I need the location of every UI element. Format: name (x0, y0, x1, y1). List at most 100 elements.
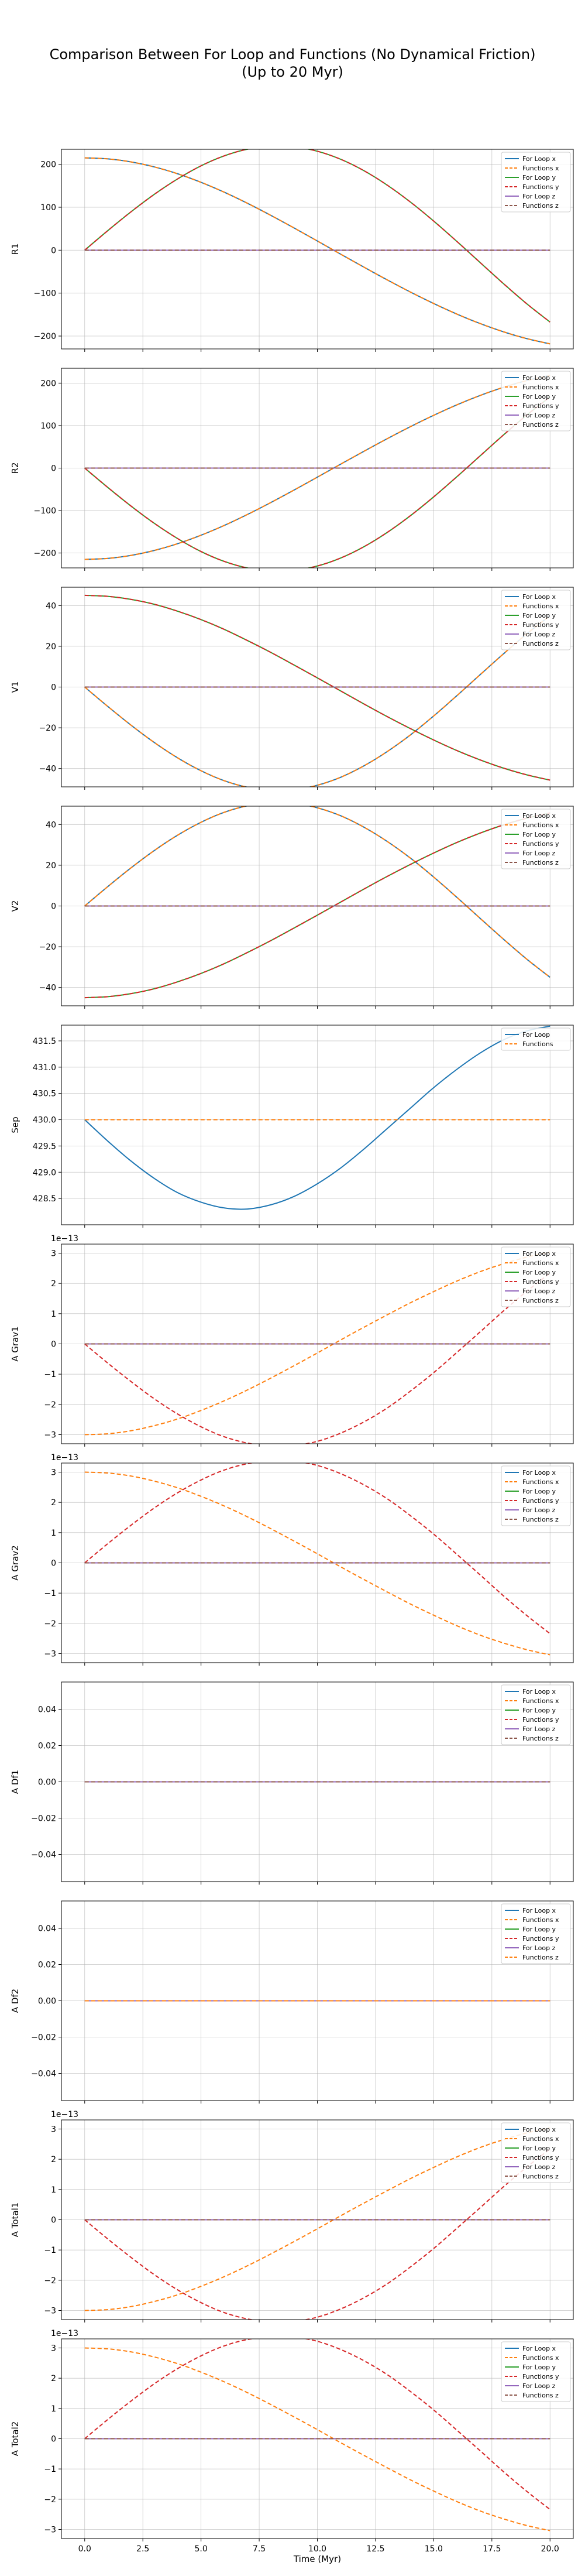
y-tick-label: −100 (34, 506, 56, 516)
y-tick-label: 430.0 (33, 1116, 56, 1125)
figure-title-line1: Comparison Between For Loop and Function… (49, 46, 536, 63)
legend-label: Functions z (522, 640, 559, 648)
legend-label: For Loop x (522, 1250, 556, 1258)
legend-label: For Loop y (522, 2145, 556, 2152)
subplot-9: −0.04 −0.02 0.00 0.02 0.04 A Df2 For Loop x Fun… (10, 1900, 574, 2104)
y-tick-label: 2 (51, 1279, 56, 1289)
subplot-8: −0.04 −0.02 0.00 0.02 0.04 A Df1 For Loop x Fun… (10, 1681, 574, 1885)
legend-frame (501, 2122, 571, 2183)
legend-label: Functions (522, 1040, 553, 1048)
y-tick-label: 1 (51, 1529, 56, 1538)
series-line-functions-x (84, 375, 550, 560)
legend-label: For Loop z (522, 2163, 556, 2171)
x-tick-label: 2.5 (136, 2544, 149, 2554)
y-tick-label: −2 (44, 2276, 56, 2286)
legend-label: Functions z (522, 1516, 559, 1523)
y-axis-label: A Total1 (10, 2202, 20, 2238)
y-tick-label: 0 (51, 464, 56, 474)
y-tick-label: 0.00 (38, 1997, 56, 2006)
legend-label: Functions z (522, 421, 559, 429)
legend-label: Functions z (522, 859, 559, 866)
series-line-functions-y (84, 1272, 550, 1444)
legend-frame (501, 1684, 571, 1745)
legend-frame (501, 1246, 571, 1307)
legend-label: For Loop y (522, 1707, 556, 1714)
legend-label: Functions y (522, 1716, 559, 1724)
legend-label: Functions x (522, 1697, 559, 1705)
y-tick-label: 0.00 (38, 1778, 56, 1787)
axis-offset-label: 1e−13 (51, 1453, 78, 1462)
legend-label: For Loop z (522, 849, 556, 857)
y-tick-label: −2 (44, 1619, 56, 1629)
legend-label: For Loop x (522, 812, 556, 820)
y-tick-label: 1 (51, 2404, 56, 2414)
y-tick-label: 0 (51, 1559, 56, 1568)
legend-label: For Loop z (522, 2382, 556, 2390)
y-tick-label: −1 (44, 1589, 56, 1598)
y-tick-label: 2 (51, 2155, 56, 2164)
figure-title: Comparison Between For Loop and Function… (0, 46, 585, 81)
y-tick-label: 2 (51, 1498, 56, 1508)
legend-label: For Loop z (522, 412, 556, 419)
series-line-functions-x (84, 806, 550, 978)
legend-label: For Loop z (522, 1725, 556, 1733)
legend-frame (501, 1027, 571, 1051)
subplot-11: −3 −2 −1 0 1 2 3 0.0 2.5 5.0 7.5 10.0 12.5 15.0 17.5 20… (10, 2329, 574, 2554)
y-tick-label: 0.02 (38, 1742, 56, 1751)
x-axis-label: Time (Myr) (293, 2554, 341, 2564)
series-line-functions-x (84, 2347, 550, 2532)
y-tick-label: 40 (46, 820, 56, 830)
legend-label: Functions z (522, 202, 559, 210)
series-line-functions-y (84, 594, 550, 781)
legend-label: Functions x (522, 383, 559, 391)
series-line-functions-y (84, 2339, 550, 2510)
y-axis-label: V1 (10, 681, 20, 693)
legend-label: For Loop x (522, 155, 556, 163)
y-tick-label: −1 (44, 1370, 56, 1379)
legend-label: For Loop z (522, 1287, 556, 1295)
legend-label: Functions y (522, 2154, 559, 2161)
y-tick-label: −2 (44, 2495, 56, 2505)
legend-label: Functions y (522, 621, 559, 629)
legend-label: For Loop y (522, 174, 556, 181)
legend-label: Functions z (522, 1297, 559, 1304)
legend-label: Functions x (522, 821, 559, 829)
y-axis-label: A Grav2 (10, 1545, 20, 1580)
y-tick-label: 0 (51, 902, 56, 912)
legend-frame (501, 809, 571, 869)
y-tick-label: 2 (51, 2374, 56, 2383)
y-tick-label: 0 (51, 1340, 56, 1349)
y-tick-label: −2 (44, 1400, 56, 1410)
series-line-functions-y (84, 2148, 550, 2320)
y-tick-label: −1 (44, 2246, 56, 2255)
legend-label: For Loop x (522, 2126, 556, 2133)
series-line-functions-y (84, 1463, 550, 1635)
legend-label: For Loop z (522, 193, 556, 200)
axis-offset-label: 1e−13 (51, 1234, 78, 1244)
series-line-functions-x (84, 157, 550, 345)
y-tick-label: −40 (39, 765, 56, 774)
legend-label: For Loop z (522, 1506, 556, 1514)
legend-label: Functions y (522, 183, 559, 191)
legend-label: Functions y (522, 402, 559, 410)
y-tick-label: 20 (46, 642, 56, 652)
y-tick-label: −200 (34, 549, 56, 559)
series-line-functions-y (84, 812, 550, 999)
y-tick-label: −200 (34, 332, 56, 341)
legend-label: Functions z (522, 1735, 559, 1742)
legend-label: For Loop (522, 1031, 550, 1039)
y-axis-label: R1 (10, 244, 20, 255)
figure-title-line2: (Up to 20 Myr) (242, 64, 343, 80)
legend-frame (501, 1903, 571, 1964)
series-line-functions-y (84, 396, 550, 568)
y-tick-label: 3 (51, 1249, 56, 1259)
y-tick-label: −20 (39, 724, 56, 733)
